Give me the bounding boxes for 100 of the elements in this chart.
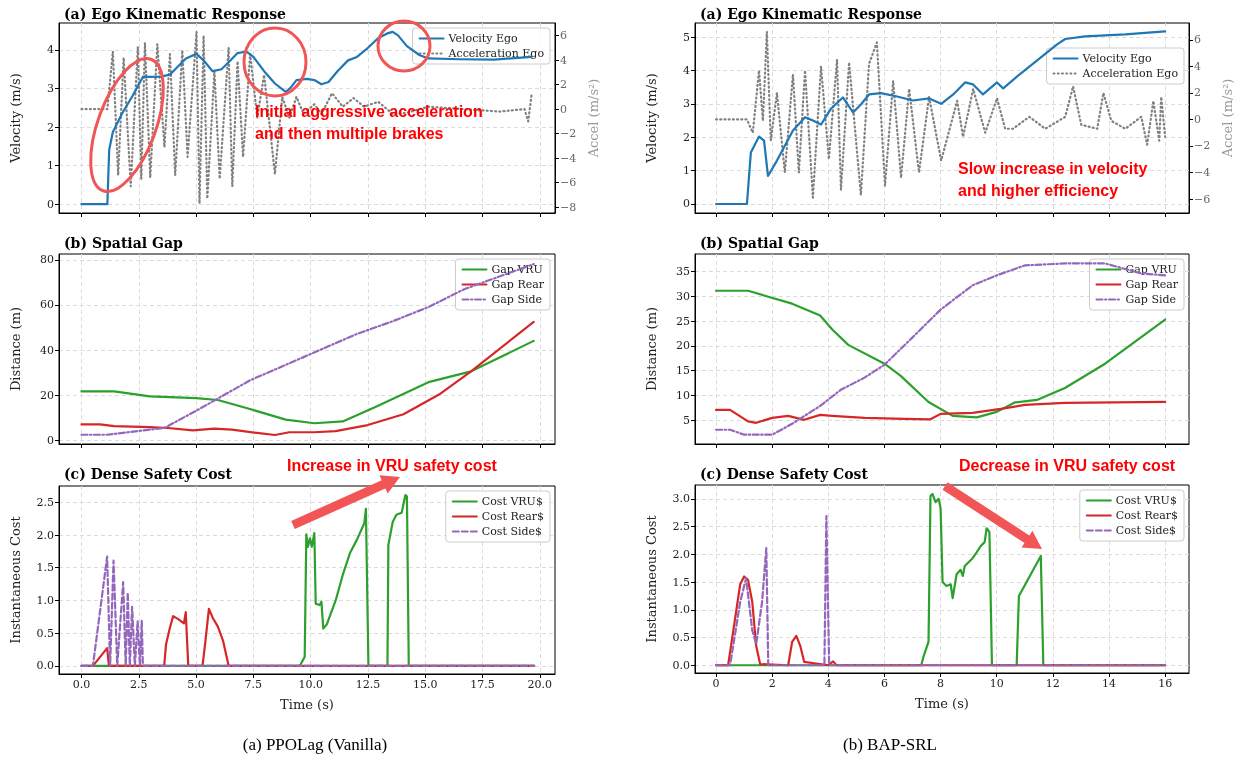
x-tick-label: 8 (937, 677, 945, 690)
chart-title: (a) Ego Kinematic Response (700, 6, 923, 22)
y-tick-label: 2 (683, 130, 690, 144)
y-tick-label: 1 (47, 159, 54, 173)
x-tick-label: 2 (768, 677, 776, 690)
y-tick-label: 25 (676, 314, 690, 328)
legend-label: Cost Rear$ (1115, 509, 1179, 522)
y-tick-label: 3.0 (672, 492, 690, 506)
y-tick-label: 4 (47, 43, 54, 57)
y2-tick-label: −2 (1194, 139, 1211, 153)
legend-label: Gap Rear (1125, 278, 1179, 291)
legend-label: Acceleration Ego (1081, 67, 1179, 80)
y-tick-label: 1.5 (36, 561, 54, 575)
y-tick-label: 0.5 (36, 626, 54, 640)
text: Decrease in VRU safety cost (959, 456, 1176, 474)
x-tick-label: 4 (824, 677, 832, 690)
x-tick-label: 16 (1158, 677, 1173, 690)
y-tick-label: 60 (40, 298, 54, 312)
y2-tick-label: −4 (560, 151, 577, 165)
line-series (714, 400, 1167, 424)
y-tick-label: 1.5 (672, 575, 690, 589)
y2-tick-label: 2 (560, 78, 567, 92)
y2-tick-label: −6 (560, 176, 577, 190)
y2-tick-label: 0 (560, 102, 567, 116)
y-tick-label: 2.5 (36, 495, 54, 509)
y-axis-title: Distance (m) (8, 306, 23, 392)
y-tick-label: 0.0 (36, 659, 54, 673)
text: (b) BAP-SRL (843, 734, 937, 754)
x-tick-label: 0.0 (72, 678, 91, 691)
y-tick-label: 1.0 (36, 593, 54, 607)
y2-tick-label: −4 (1194, 166, 1211, 180)
legend-label: Velocity Ego (447, 32, 519, 45)
annotation: Slow increase in velocity and higher efficiency (958, 159, 1148, 199)
x-tick-label: 12 (1045, 677, 1060, 690)
y2-tick-label: −8 (560, 200, 577, 214)
x-tick-label: 2.5 (130, 678, 148, 691)
y-tick-label: 2.0 (672, 547, 690, 561)
x-tick-label: 12.5 (355, 678, 381, 691)
y2-axis-title: Accel (m/s²) (1220, 78, 1236, 159)
x-tick-label: 10.0 (298, 678, 323, 691)
y2-tick-label: 6 (560, 29, 567, 43)
y-tick-label: 15 (676, 364, 690, 378)
line-series (80, 339, 535, 425)
x-tick-label: 5.0 (187, 678, 205, 691)
chart-title: (c) Dense Safety Cost (700, 466, 869, 482)
x-tick-label: 20.0 (527, 678, 553, 691)
legend-label: Cost Rear$ (481, 510, 545, 523)
x-axis-title: Time (s) (280, 697, 334, 712)
y2-tick-label: −2 (560, 127, 577, 141)
annotation: Initial aggressive acceleration and then multiple brakes (255, 102, 483, 142)
x-tick-label: 10 (989, 677, 1004, 690)
legend-label: Cost VRU$ (1115, 494, 1177, 507)
y2-tick-label: 6 (1194, 33, 1201, 47)
y2-axis-title: Accel (m/s²) (586, 78, 602, 159)
x-tick-label: 7.5 (244, 678, 263, 691)
y-axis-title: Velocity (m/s) (8, 73, 23, 164)
y-axis-title: Velocity (m/s) (644, 73, 659, 164)
chart-title: (b) Spatial Gap (700, 235, 819, 251)
y-tick-label: 0.0 (672, 658, 690, 672)
y-tick-label: 3 (683, 97, 690, 111)
x-tick-label: 14 (1102, 677, 1117, 690)
x-tick-label: 0 (712, 677, 720, 690)
y-tick-label: 5 (683, 30, 690, 44)
y-tick-label: 0 (47, 433, 54, 447)
y-tick-label: 35 (676, 264, 690, 278)
y-tick-label: 0 (683, 197, 690, 211)
line-series (80, 320, 535, 437)
y-tick-label: 3 (47, 82, 54, 96)
legend-label: Gap Side (491, 293, 543, 306)
legend-label: Acceleration Ego (447, 47, 545, 60)
y-tick-label: 1 (683, 164, 690, 178)
y-axis-title: Instantaneous Cost (8, 515, 23, 644)
y-axis-title: Instantaneous Cost (644, 514, 659, 643)
y2-tick-label: 0 (1194, 112, 1201, 126)
y-tick-label: 40 (40, 343, 54, 357)
legend-label: Gap Rear (491, 278, 545, 291)
y2-tick-label: 2 (1194, 86, 1201, 100)
legend-label: Cost Side$ (1115, 524, 1177, 537)
y2-tick-label: 4 (1194, 59, 1201, 73)
y-tick-label: 10 (676, 388, 690, 402)
y2-tick-label: 4 (560, 53, 567, 67)
y-tick-label: 2.0 (36, 528, 54, 542)
legend-label: Gap Side (1125, 293, 1177, 306)
legend-label: Cost Side$ (481, 525, 543, 538)
y-tick-label: 0 (47, 197, 54, 211)
y-tick-label: 30 (676, 289, 690, 303)
x-tick-label: 17.5 (470, 678, 495, 691)
y-tick-label: 80 (40, 253, 54, 267)
y-tick-label: 20 (676, 339, 690, 353)
chart-title: (a) Ego Kinematic Response (64, 6, 287, 22)
y-tick-label: 0.5 (672, 631, 690, 645)
chart-title: (c) Dense Safety Cost (64, 466, 233, 482)
y-tick-label: 2 (47, 120, 54, 134)
y-axis-title: Distance (m) (644, 306, 659, 392)
y-tick-label: 5 (683, 413, 690, 427)
legend-label: Cost VRU$ (481, 495, 543, 508)
x-tick-label: 15.0 (413, 678, 438, 691)
chart-title: (b) Spatial Gap (64, 235, 183, 251)
y-tick-label: 20 (40, 388, 54, 402)
line-series (80, 555, 536, 667)
